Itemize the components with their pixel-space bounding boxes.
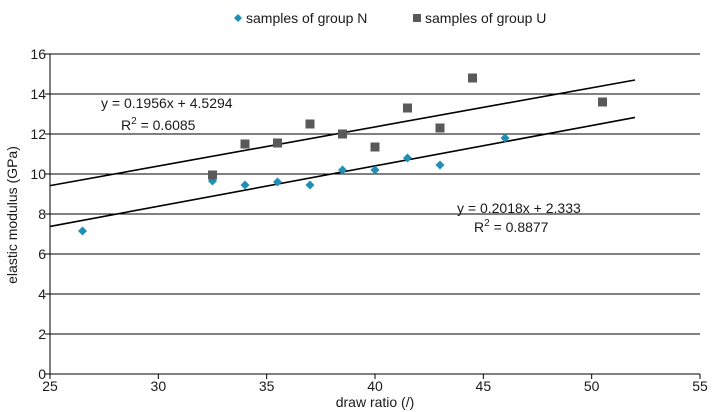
x-tick-label-35: 35 (259, 378, 275, 394)
point-series-0-0 (78, 226, 87, 236)
legend-label-group-u: samples of group U (425, 10, 546, 26)
point-series-0-9 (500, 133, 510, 143)
legend-marker-group-u (413, 14, 421, 22)
y-tick-label-12: 12 (30, 126, 46, 142)
point-series-0-2 (240, 180, 250, 190)
x-tick-label-50: 50 (584, 378, 600, 394)
y-tick-label-4: 4 (38, 286, 46, 302)
point-series-1-2 (273, 138, 282, 148)
trendline-equation-group-n: y = 0.2018x + 2.333 R2 = 0.8877 (457, 200, 581, 235)
x-tick-label-45: 45 (476, 378, 492, 394)
x-tick-label-30: 30 (151, 378, 167, 394)
r-squared-symbol: R (121, 117, 131, 133)
y-tick-label-14: 14 (30, 86, 46, 102)
r-squared-superscript: 2 (131, 116, 137, 127)
y-tick-label-6: 6 (38, 246, 46, 262)
equation-group-u: y = 0.1956x + 4.5294 (101, 95, 233, 111)
point-series-1-4 (338, 129, 347, 139)
point-series-1-9 (598, 97, 607, 107)
point-series-0-3 (273, 177, 282, 187)
r-squared-symbol: R (474, 219, 484, 235)
point-series-1-8 (468, 73, 477, 83)
point-series-1-0 (208, 170, 217, 180)
legend: samples of group N samples of group U (234, 10, 546, 26)
x-tick-label-55: 55 (692, 378, 708, 394)
point-series-1-6 (403, 103, 412, 113)
legend-label-group-n: samples of group N (246, 10, 367, 26)
y-tick-labels: 0 2 4 6 8 10 12 14 16 (30, 46, 46, 382)
point-series-1-3 (305, 119, 315, 129)
point-series-0-6 (370, 165, 380, 175)
equation-group-n: y = 0.2018x + 2.333 (457, 200, 581, 216)
point-series-1-5 (370, 142, 380, 152)
x-tick-label-25: 25 (42, 378, 58, 394)
x-tick-labels: 25 30 35 40 45 50 55 (42, 378, 708, 394)
r-squared-group-n: R2 = 0.8877 (474, 218, 549, 235)
r-squared-group-u: R2 = 0.6085 (121, 116, 196, 133)
r-squared-value: = 0.6085 (137, 117, 196, 133)
y-tick-label-2: 2 (38, 326, 46, 342)
data-points (78, 73, 607, 236)
point-series-0-5 (338, 165, 347, 175)
y-axis-label: elastic modulus (GPa) (4, 146, 20, 284)
point-series-0-8 (435, 160, 445, 170)
r-squared-superscript: 2 (484, 218, 490, 229)
point-series-0-4 (305, 180, 315, 190)
y-tick-label-8: 8 (38, 206, 46, 222)
point-series-1-1 (240, 139, 250, 149)
x-axis-label: draw ratio (/) (336, 394, 415, 410)
trendline-equation-group-u: y = 0.1956x + 4.5294 R2 = 0.6085 (101, 95, 233, 133)
y-tick-label-10: 10 (30, 166, 46, 182)
y-tick-label-16: 16 (30, 46, 46, 62)
axes (45, 53, 701, 379)
point-series-0-7 (403, 153, 412, 163)
y-tick-label-0: 0 (38, 366, 46, 382)
r-squared-value: = 0.8877 (490, 219, 549, 235)
legend-marker-group-n (234, 14, 242, 22)
x-tick-label-40: 40 (367, 378, 383, 394)
point-series-1-7 (435, 123, 445, 133)
